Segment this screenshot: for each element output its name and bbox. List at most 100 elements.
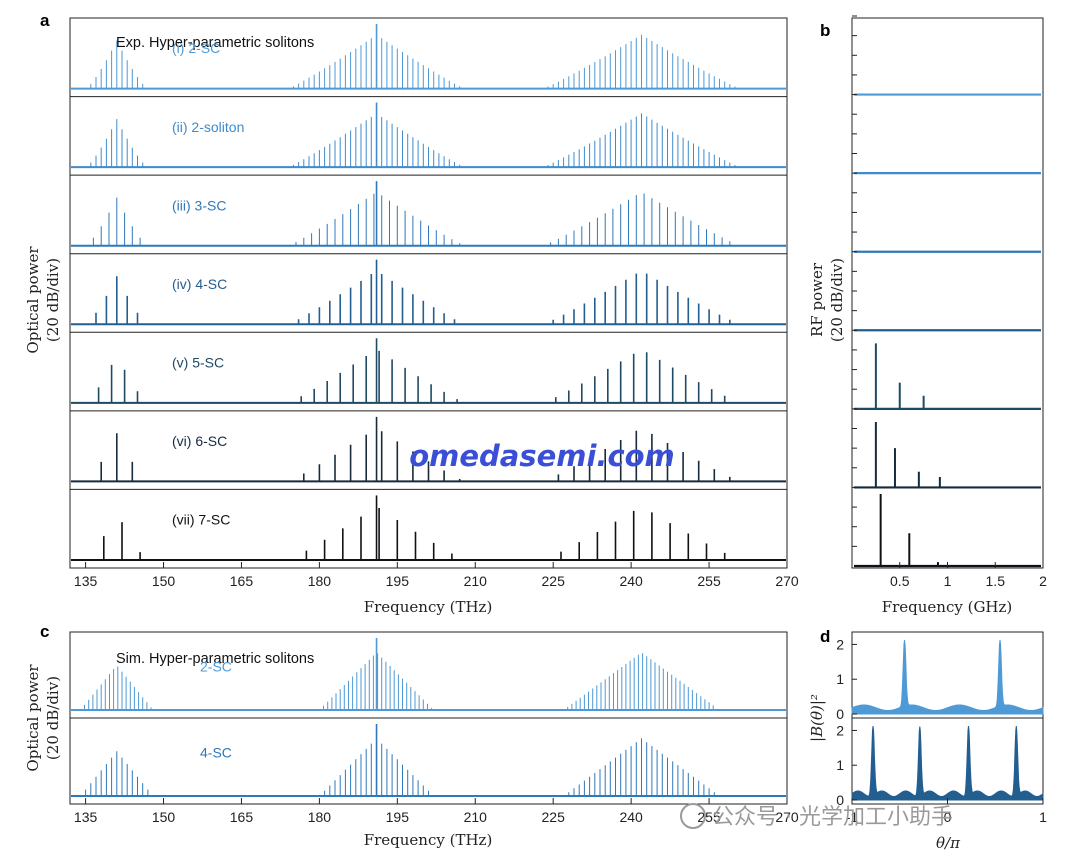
comb-lines [292, 113, 461, 168]
field-profile [851, 639, 1044, 715]
comb-lines [84, 666, 152, 710]
spectrum-trace [71, 638, 786, 711]
x-tick-label: 135 [74, 573, 98, 589]
x-tick-label: -1 [846, 809, 859, 825]
watermark-corner: 公众号 · 光学加工小助手 [680, 803, 953, 830]
comb-lines [103, 522, 141, 560]
spectrum-trace [71, 181, 786, 247]
comb-lines [567, 653, 714, 710]
x-tick-label: 165 [230, 809, 254, 825]
x-tick-label: 135 [74, 809, 98, 825]
panel-b-frame [851, 17, 1044, 569]
y-tick-label: 0 [836, 792, 844, 808]
panel-d-ylabel: |B(θ)|² [808, 694, 826, 742]
x-tick-label: 0.5 [890, 573, 910, 589]
comb-lines [97, 364, 139, 403]
x-tick-label: 2 [1039, 573, 1047, 589]
comb-lines [547, 113, 736, 168]
panel-b-xticks: 0.5 1 1.5 2 [890, 562, 1047, 589]
series-label: (vi) 6-SC [172, 433, 227, 449]
panel-letter-a: a [40, 11, 50, 30]
x-tick-label: 195 [386, 809, 410, 825]
comb-lines [568, 738, 715, 796]
series-label: (iv) 4-SC [172, 276, 227, 292]
field-profile [851, 726, 1044, 801]
panel-letter-c: c [40, 622, 49, 641]
comb-lines [547, 34, 736, 89]
comb-lines [297, 274, 456, 325]
x-tick-label: 150 [152, 809, 176, 825]
comb-lines [300, 350, 458, 403]
spectrum-trace [71, 416, 786, 483]
x-tick-label: 180 [308, 573, 332, 589]
x-tick-label: 225 [542, 809, 566, 825]
x-tick-label: 210 [464, 573, 488, 589]
series-label: (vii) 7-SC [172, 512, 230, 528]
panel-c-ylabel-line2: (20 dB/div) [44, 676, 62, 760]
x-tick-label: 225 [542, 573, 566, 589]
comb-lines [295, 193, 461, 246]
comb-lines [95, 276, 139, 325]
y-tick-label: 0 [836, 706, 844, 722]
panel-d-plot [851, 639, 1044, 801]
panel-c-xticks: 135 150 165 180 195 210 225 240 255 270 [74, 798, 799, 825]
spectrum-trace [71, 24, 786, 90]
series-label: (iii) 3-SC [172, 197, 226, 213]
comb-lines [303, 431, 461, 482]
panel-a-xlabel: Frequency (THz) [364, 598, 493, 616]
series-label: 2-SC [200, 658, 232, 674]
y-tick-label: 1 [836, 757, 844, 773]
panel-letter-d: d [820, 627, 830, 646]
panel-c-plot [70, 638, 787, 797]
series-label: 4-SC [200, 744, 232, 760]
spectrum-trace [71, 724, 786, 797]
series-label: (v) 5-SC [172, 355, 224, 371]
series-label: (ii) 2-soliton [172, 119, 244, 135]
series-label: (i) 2-SC [172, 40, 220, 56]
spectrum-trace [71, 338, 786, 404]
x-tick-label: 255 [697, 573, 721, 589]
panel-a-frame [69, 17, 788, 569]
x-tick-label: 1 [1039, 809, 1047, 825]
x-tick-label: 150 [152, 573, 176, 589]
x-tick-label: 270 [775, 573, 799, 589]
watermark-center: omedasemi.com [409, 439, 675, 473]
comb-lines [324, 738, 429, 796]
panel-b-ylabel-line2: (20 dB/div) [828, 258, 846, 342]
x-tick-label: 165 [230, 573, 254, 589]
y-tick-label: 2 [836, 722, 844, 738]
panel-a-plot [70, 24, 787, 561]
panel-a-title: Exp. Hyper-parametric solitons [116, 35, 314, 51]
x-tick-label: 270 [775, 809, 799, 825]
x-tick-label: 1 [944, 573, 952, 589]
comb-lines [560, 510, 726, 560]
comb-lines [557, 430, 731, 482]
panel-a-ylabel-line2: (20 dB/div) [44, 258, 62, 342]
panel-d-xlabel: θ/π [936, 834, 961, 852]
panel-a-ylabel-line1: Optical power [24, 246, 42, 354]
spectrum-trace [71, 495, 786, 561]
panel-letter-b: b [820, 21, 830, 40]
x-tick-label: 240 [619, 573, 643, 589]
x-tick-label: 195 [386, 573, 410, 589]
x-tick-label: 180 [308, 809, 332, 825]
comb-lines [92, 197, 141, 246]
panel-b-ylabel-line1: RF power [808, 262, 826, 337]
spectrum-trace [71, 259, 786, 326]
comb-lines [90, 119, 144, 168]
panel-c-series-labels: 2-SC 4-SC [200, 658, 232, 760]
panel-b-xlabel: Frequency (GHz) [882, 598, 1013, 616]
comb-lines [292, 34, 461, 89]
spectrum-trace [71, 102, 786, 169]
panel-c-title: Sim. Hyper-parametric solitons [116, 651, 314, 667]
panel-c-xlabel: Frequency (THz) [364, 831, 493, 849]
y-tick-label: 1 [836, 671, 844, 687]
comb-lines [323, 653, 433, 710]
comb-lines [555, 352, 726, 403]
panel-b-plot [852, 15, 1041, 568]
comb-lines [100, 433, 134, 482]
panel-a-series-labels: (i) 2-SC (ii) 2-soliton (iii) 3-SC (iv) 4-S… [172, 40, 244, 527]
comb-lines [305, 508, 453, 560]
